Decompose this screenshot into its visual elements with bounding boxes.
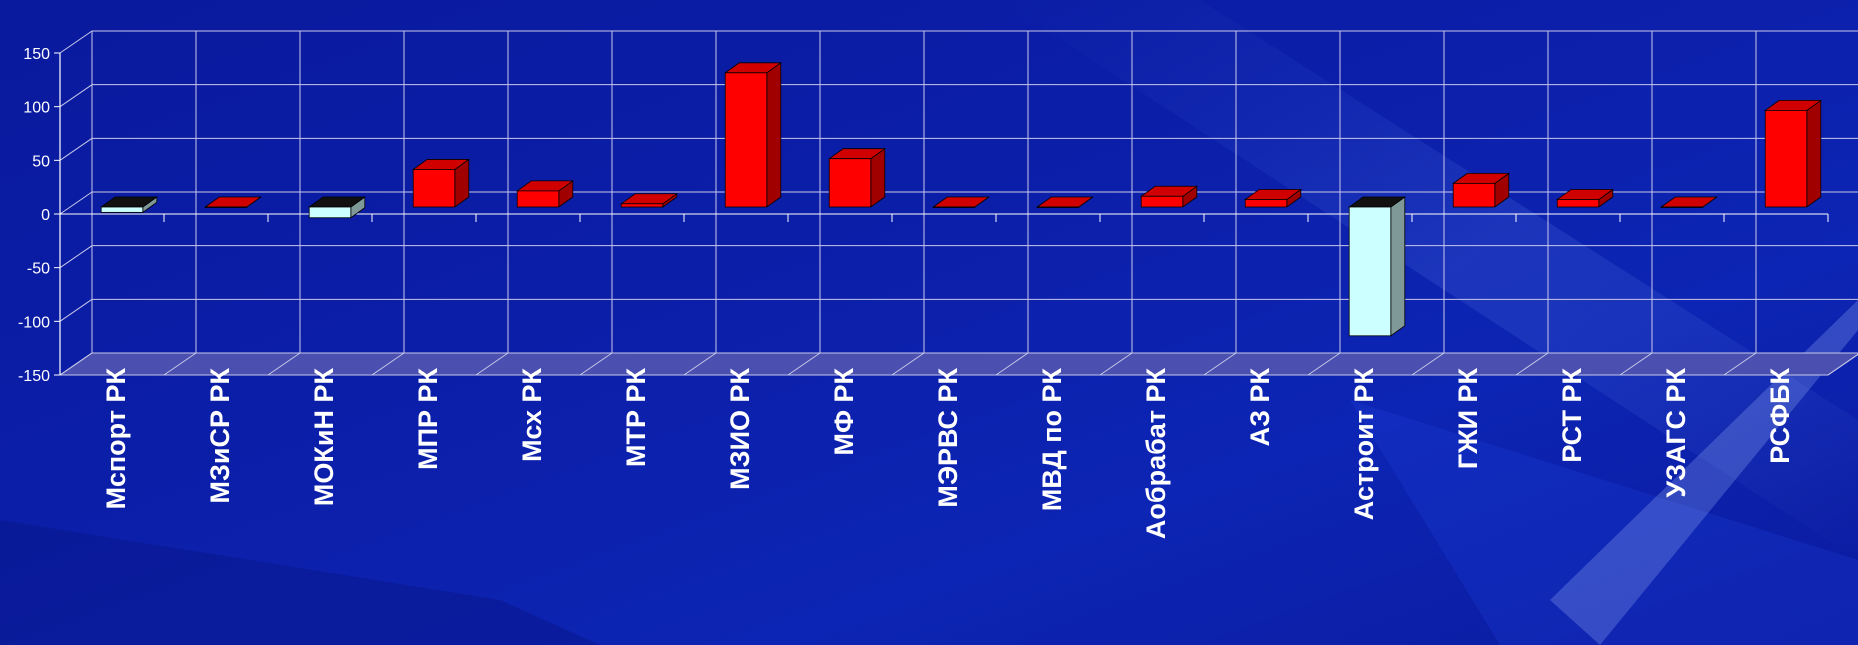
bar-front (828, 158, 872, 208)
floor-divider (579, 352, 613, 376)
category-labels: Мспорт РК МЗиСР РК МОКиН РК МПР РК Мсх РК МТР… (101, 367, 1795, 539)
bar-top (931, 196, 991, 208)
category-label: МТР РК (621, 367, 651, 467)
floor-divider (267, 352, 301, 376)
floor-divider (1723, 352, 1757, 376)
category-label: ГЖИ РК (1453, 367, 1483, 469)
bar-top (1035, 196, 1095, 208)
category-label: МОКиН РК (309, 367, 339, 506)
category-label: Мсх РК (517, 367, 547, 461)
bar-side (766, 62, 782, 208)
floor-divider (1827, 353, 1858, 376)
floor-divider (683, 352, 717, 376)
bar-front (932, 206, 976, 208)
chart-floor (58, 352, 1858, 376)
bar (1555, 188, 1615, 208)
bar-front (204, 206, 248, 208)
bar (307, 196, 367, 219)
floor-divider (1515, 352, 1549, 376)
floor-divider (1203, 352, 1237, 376)
category-label: РСФБК (1765, 367, 1795, 463)
bars (99, 62, 1823, 337)
category-label: МЭРВС РК (933, 367, 963, 507)
grid (59, 30, 1858, 376)
category-label: РСТ РК (1557, 367, 1587, 462)
bar-front (1036, 206, 1080, 208)
bar (203, 196, 263, 208)
bar (515, 180, 575, 208)
gridline-side (59, 298, 93, 322)
bar-front (412, 169, 456, 208)
bar (1659, 196, 1719, 208)
bar-front (1660, 206, 1704, 208)
bar (1763, 99, 1823, 208)
bar-side (1390, 196, 1406, 337)
category-label: МВД по РК (1037, 367, 1067, 511)
category-label: Астроит РК (1349, 367, 1379, 520)
category-label: АЗ РК (1245, 367, 1275, 446)
gridline-side (59, 137, 93, 161)
floor-divider (787, 352, 821, 376)
floor-divider (59, 352, 93, 376)
floor-divider (475, 352, 509, 376)
gridline-side (59, 84, 93, 108)
category-label: МФ РК (829, 367, 859, 455)
bar (1139, 185, 1199, 208)
bar (1243, 188, 1303, 208)
bar-front (620, 203, 664, 208)
y-tick-label: -50 (27, 261, 50, 278)
bar (827, 147, 887, 208)
bar-top (1659, 196, 1719, 208)
category-label: МЗИО РК (725, 367, 755, 489)
gridline-side (59, 245, 93, 269)
category-label: Аобрабат РК (1141, 367, 1171, 539)
floor-divider (891, 352, 925, 376)
bar (99, 196, 159, 214)
y-tick-label: 150 (23, 46, 50, 63)
bar (1347, 196, 1407, 337)
bar-front (308, 206, 352, 219)
bar (1035, 196, 1095, 208)
floor-divider (1411, 352, 1445, 376)
bar-front (1556, 199, 1600, 208)
floor-divider (371, 352, 405, 376)
bar (1451, 172, 1511, 208)
floor-divider (1619, 352, 1653, 376)
y-tick-label: -100 (18, 314, 50, 331)
bar (723, 62, 783, 208)
gridline-side (59, 30, 93, 54)
bar-front (516, 190, 560, 208)
category-label: УЗАГС РК (1661, 367, 1691, 497)
bar-front (1764, 110, 1808, 208)
floor-divider (1307, 352, 1341, 376)
bar-front (1452, 182, 1496, 208)
category-label: МПР РК (413, 367, 443, 469)
bar-front (1348, 206, 1392, 337)
bar (619, 193, 679, 208)
bar-front (1244, 199, 1288, 208)
category-label: МЗиСР РК (205, 367, 235, 503)
bar-front (724, 72, 768, 208)
y-tick-label: 50 (32, 153, 50, 170)
y-tick-label: 0 (41, 207, 50, 224)
gridline-side (59, 191, 93, 215)
floor-divider (163, 352, 197, 376)
floor-divider (995, 352, 1029, 376)
y-tick-label: 100 (23, 100, 50, 117)
bar-side (1806, 99, 1822, 208)
bar (931, 196, 991, 208)
bar-top (203, 196, 263, 208)
bar-front (100, 206, 144, 213)
bar-front (1140, 195, 1184, 208)
category-label: Мспорт РК (101, 367, 131, 509)
y-tick-label: -150 (18, 368, 50, 385)
bar (411, 158, 471, 208)
floor-divider (1099, 352, 1133, 376)
